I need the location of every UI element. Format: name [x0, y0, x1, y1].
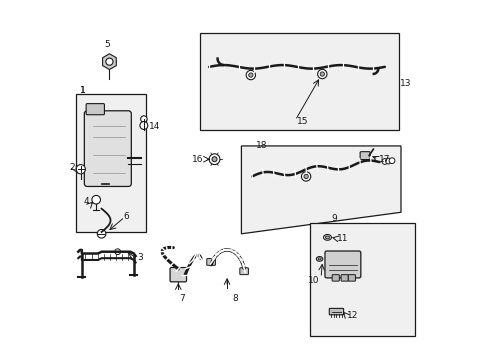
Text: 13: 13	[400, 80, 412, 89]
Bar	[76, 94, 147, 232]
Polygon shape	[242, 146, 401, 234]
Circle shape	[382, 159, 388, 165]
Circle shape	[386, 158, 392, 164]
Circle shape	[301, 172, 311, 181]
Circle shape	[141, 116, 147, 122]
FancyBboxPatch shape	[360, 152, 370, 159]
FancyBboxPatch shape	[170, 267, 187, 282]
Polygon shape	[102, 54, 116, 69]
FancyBboxPatch shape	[86, 104, 104, 115]
Ellipse shape	[325, 236, 330, 239]
FancyBboxPatch shape	[84, 111, 131, 186]
Ellipse shape	[318, 258, 321, 260]
FancyBboxPatch shape	[329, 309, 343, 315]
Text: 1: 1	[80, 86, 86, 95]
Circle shape	[97, 229, 106, 238]
Bar	[200, 33, 399, 130]
Text: 14: 14	[149, 122, 160, 131]
Text: 18: 18	[256, 141, 267, 150]
Text: 11: 11	[337, 234, 349, 243]
Text: 1: 1	[80, 86, 86, 95]
Circle shape	[320, 72, 324, 76]
Text: 16: 16	[192, 155, 204, 164]
Circle shape	[115, 249, 121, 255]
Text: 8: 8	[232, 294, 238, 303]
FancyBboxPatch shape	[325, 251, 361, 278]
Text: 15: 15	[296, 117, 308, 126]
Bar	[310, 223, 416, 336]
Text: 7: 7	[179, 294, 185, 303]
Circle shape	[106, 58, 113, 65]
FancyBboxPatch shape	[348, 275, 355, 281]
Circle shape	[318, 69, 327, 79]
FancyBboxPatch shape	[240, 268, 248, 275]
Circle shape	[140, 122, 148, 130]
Circle shape	[76, 165, 85, 174]
Text: 5: 5	[104, 40, 110, 49]
Text: 4: 4	[83, 197, 89, 206]
Ellipse shape	[323, 234, 331, 240]
Text: 3: 3	[137, 253, 143, 262]
Circle shape	[249, 73, 253, 77]
Circle shape	[246, 71, 255, 80]
Text: 12: 12	[347, 311, 358, 320]
Circle shape	[389, 158, 395, 163]
Circle shape	[304, 174, 308, 179]
Text: 2: 2	[69, 163, 74, 172]
Circle shape	[209, 154, 220, 165]
Text: 6: 6	[124, 212, 129, 221]
FancyBboxPatch shape	[207, 258, 216, 265]
Text: 17: 17	[379, 155, 391, 164]
Text: 9: 9	[331, 214, 337, 223]
FancyBboxPatch shape	[332, 275, 339, 281]
Text: 10: 10	[308, 276, 319, 285]
FancyBboxPatch shape	[341, 275, 348, 281]
Circle shape	[92, 195, 100, 204]
Circle shape	[212, 157, 217, 162]
Ellipse shape	[317, 257, 323, 261]
